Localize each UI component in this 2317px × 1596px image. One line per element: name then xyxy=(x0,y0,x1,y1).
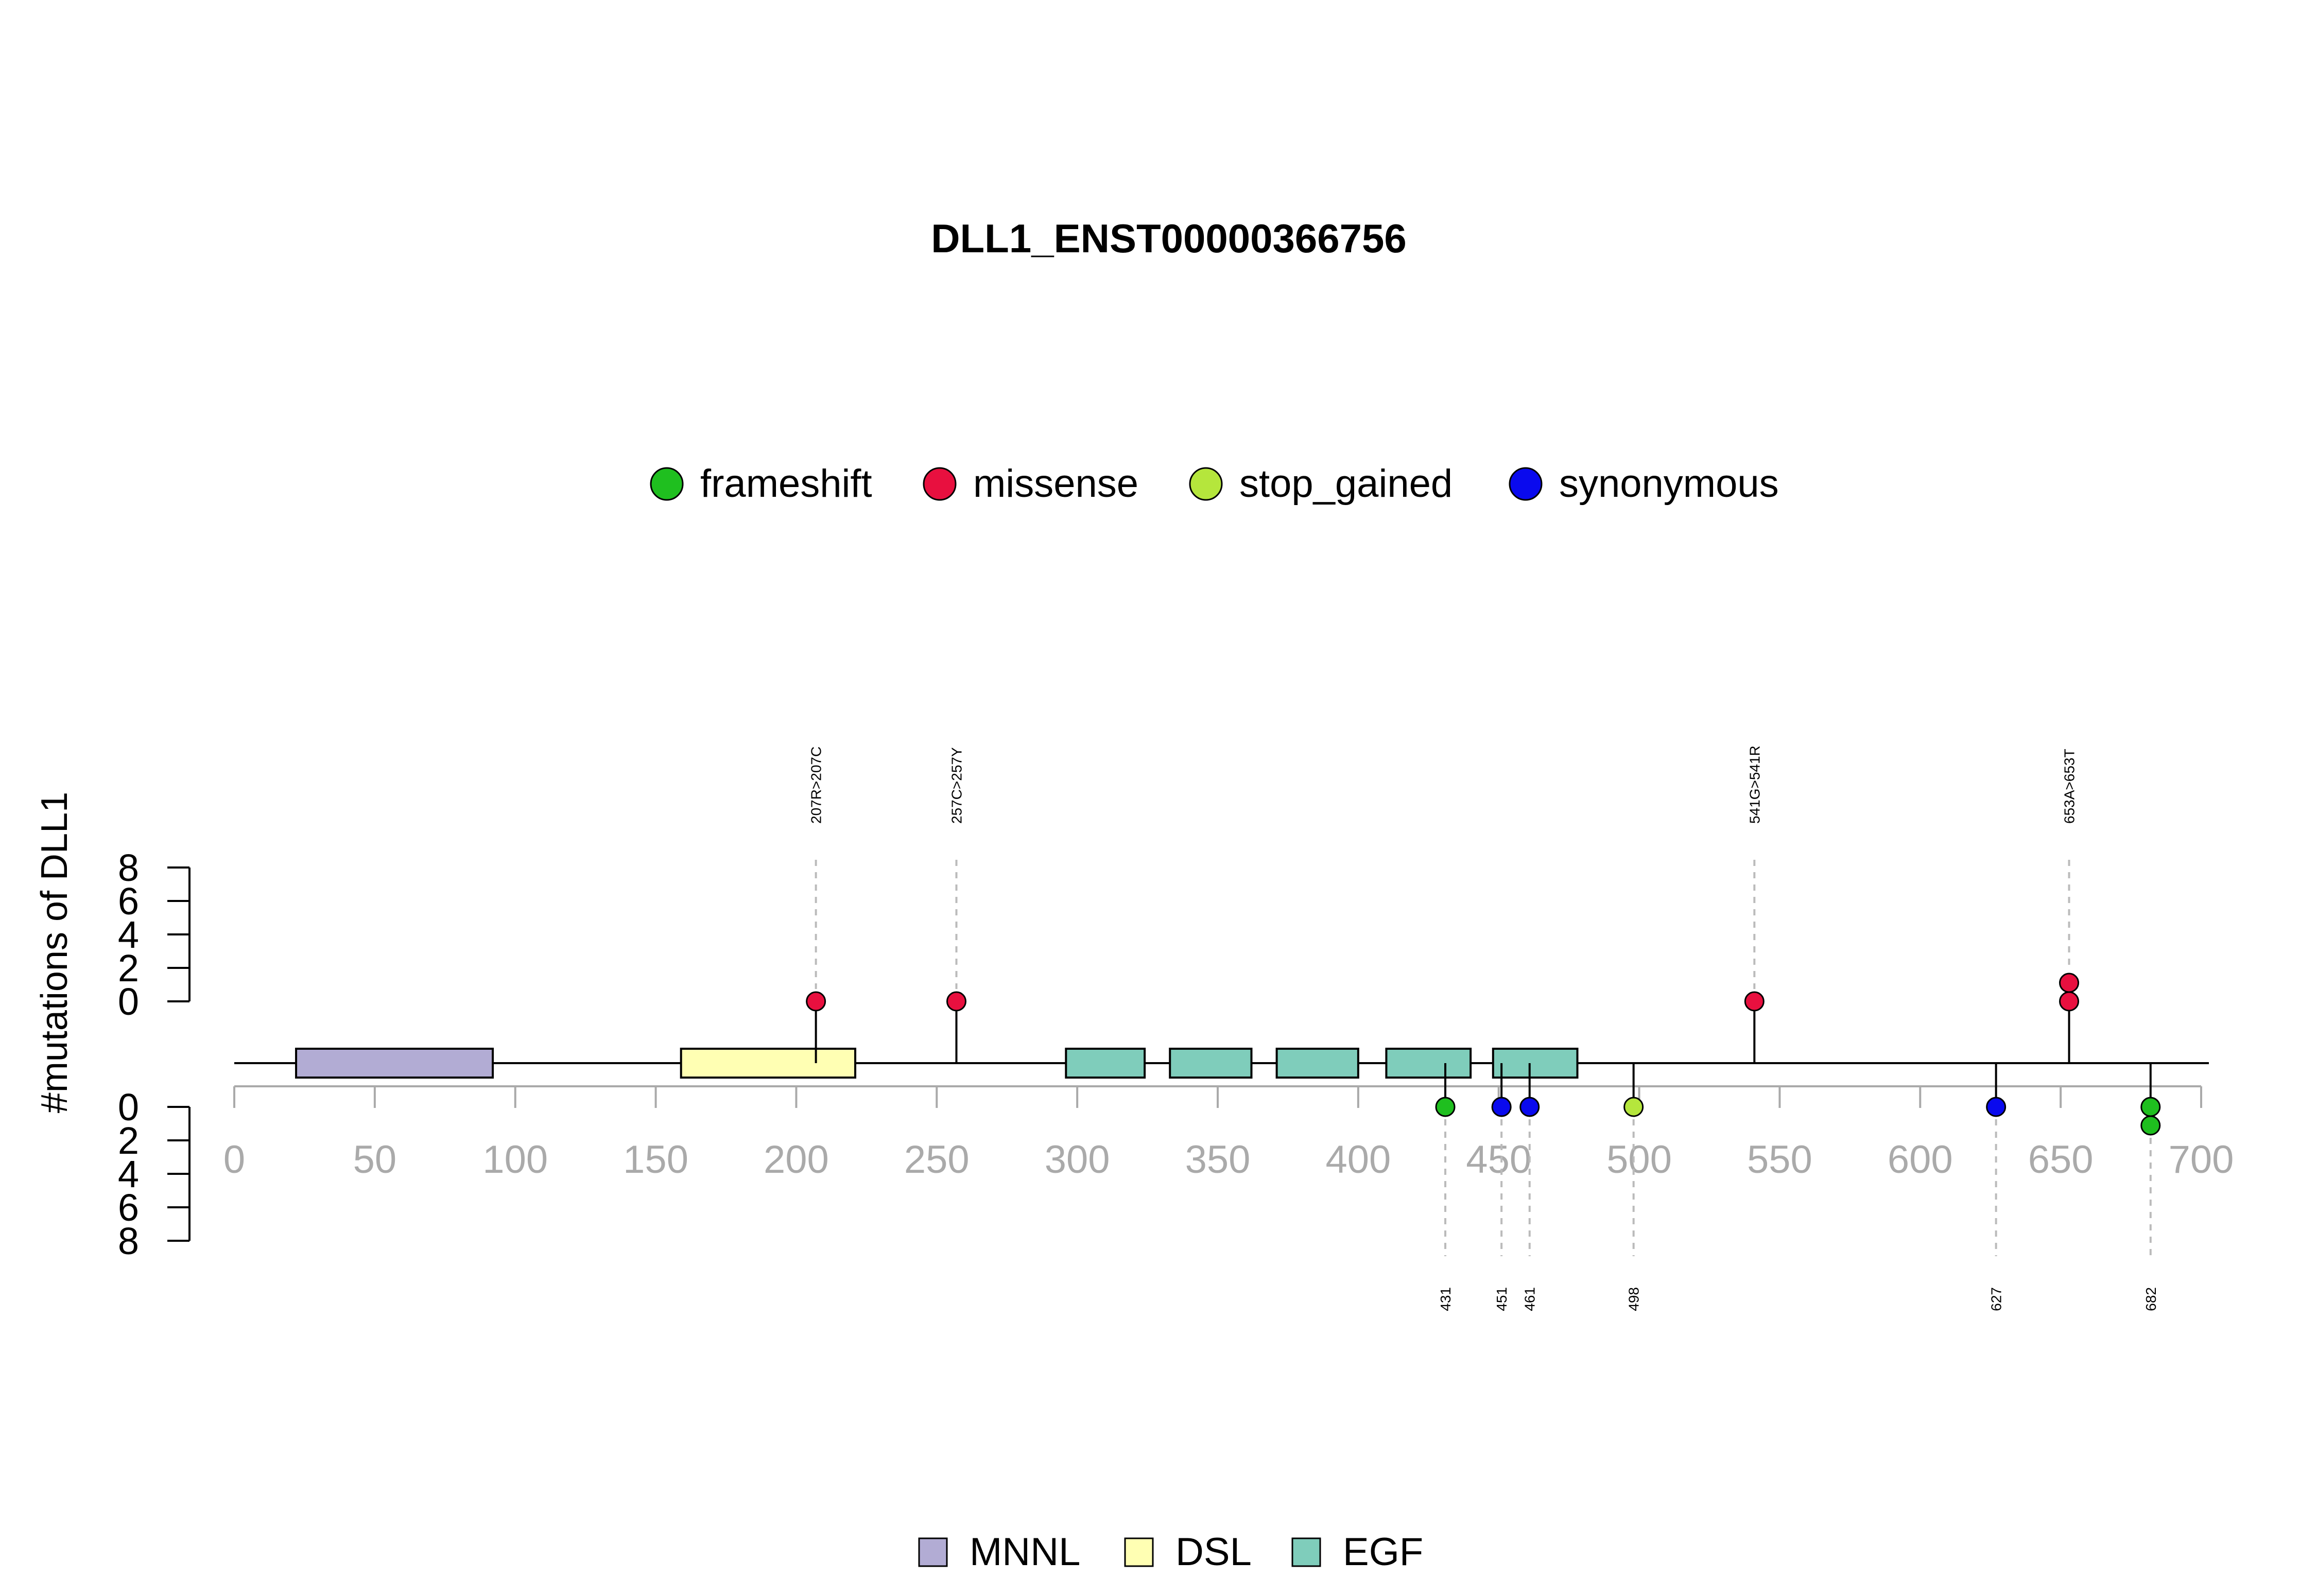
upper-mutation-dot-missense xyxy=(946,991,966,1012)
lower-mutation-dot-synonymous xyxy=(1986,1097,2007,1117)
domain-legend-label-egf: EGF xyxy=(1343,1530,1423,1574)
lower-y-tick-label: 8 xyxy=(118,1220,139,1262)
x-tick-label: 50 xyxy=(353,1138,397,1182)
legend-label-frameshift: frameshift xyxy=(700,462,872,506)
domain-legend-swatch-dsl xyxy=(1124,1537,1154,1567)
lower-mutation-label: 431 xyxy=(1438,1287,1454,1311)
lower-y-tick-label: 6 xyxy=(118,1186,139,1229)
upper-mutation-label: 207R>207C xyxy=(808,747,824,824)
lower-y-tick-label: 0 xyxy=(118,1086,139,1129)
lower-mutation-label: 451 xyxy=(1494,1287,1510,1311)
y-axis-label: #mutations of DLL1 xyxy=(34,792,75,1113)
chart-title: DLL1_ENST00000366756 xyxy=(931,216,1407,261)
x-tick-label: 200 xyxy=(764,1138,829,1182)
x-tick-label: 450 xyxy=(1466,1138,1531,1182)
lower-mutation-dot-stop_gained xyxy=(1623,1097,1644,1117)
domain-box-egf xyxy=(1065,1048,1146,1079)
x-tick-label: 0 xyxy=(223,1138,245,1182)
x-tick-label: 550 xyxy=(1747,1138,1812,1182)
domain-legend-label-dsl: DSL xyxy=(1175,1530,1252,1574)
domain-box-mnnl xyxy=(295,1048,494,1079)
x-tick-label: 100 xyxy=(482,1138,548,1182)
legend-label-synonymous: synonymous xyxy=(1559,462,1779,506)
lower-mutation-label: 682 xyxy=(2143,1287,2159,1311)
domain-box-egf xyxy=(1169,1048,1253,1079)
domain-box-egf xyxy=(1275,1048,1359,1079)
x-tick-label: 600 xyxy=(1888,1138,1953,1182)
domain-box-egf xyxy=(1492,1048,1579,1079)
lower-mutation-dot-frameshift xyxy=(2140,1097,2161,1117)
legend-marker-missense xyxy=(923,467,957,501)
upper-mutation-label: 541G>541R xyxy=(1747,745,1762,824)
upper-y-tick-label: 6 xyxy=(118,880,139,923)
x-tick-label: 500 xyxy=(1606,1138,1672,1182)
x-tick-label: 700 xyxy=(2169,1138,2234,1182)
legend-label-stop_gained: stop_gained xyxy=(1239,462,1453,506)
upper-y-tick-label: 8 xyxy=(118,846,139,889)
lower-mutation-dot-frameshift xyxy=(2140,1115,2161,1136)
lower-mutation-dot-frameshift xyxy=(1435,1097,1456,1117)
x-tick-label: 650 xyxy=(2028,1138,2094,1182)
legend-marker-frameshift xyxy=(650,467,684,501)
mutation-legend: frameshift missense stop_gained synonymous xyxy=(650,462,1779,506)
upper-y-tick-label: 4 xyxy=(118,913,139,956)
lower-mutation-label: 498 xyxy=(1626,1287,1642,1311)
domain-box-egf xyxy=(1385,1048,1472,1079)
domain-box-dsl xyxy=(680,1048,857,1079)
domain-legend: MNNL DSL EGF xyxy=(918,1530,1423,1574)
lower-y-tick-label: 2 xyxy=(118,1119,139,1162)
legend-label-missense: missense xyxy=(973,462,1138,506)
x-tick-label: 250 xyxy=(904,1138,970,1182)
domain-legend-swatch-mnnl xyxy=(918,1537,948,1567)
upper-mutation-dot-missense xyxy=(806,991,826,1012)
lower-mutation-label: 627 xyxy=(1989,1287,2004,1311)
upper-mutation-label: 653A>653T xyxy=(2062,749,2078,824)
upper-mutation-label: 257C>257Y xyxy=(948,747,964,824)
x-tick-label: 300 xyxy=(1045,1138,1110,1182)
legend-marker-synonymous xyxy=(1509,467,1543,501)
x-axis: 0 50 100 150 200 250 300 350 400 450 500 550 600 650 7… xyxy=(223,1085,2234,1182)
domain-legend-label-mnnl: MNNL xyxy=(970,1530,1080,1574)
x-tick-label: 150 xyxy=(623,1138,688,1182)
lower-lollipops: 431 451 461 498 627 682 xyxy=(1435,1063,2161,1311)
upper-mutation-dot-missense xyxy=(1744,991,1765,1012)
legend-marker-stop_gained xyxy=(1189,467,1223,501)
upper-lollipops: 207R>207C 257C>257Y 541G>541R 653A>653T xyxy=(806,745,2080,1063)
upper-y-tick-label: 2 xyxy=(118,947,139,990)
lower-y-tick-label: 4 xyxy=(118,1153,139,1195)
domain-boxes xyxy=(295,1048,1579,1079)
lower-mutation-dot-synonymous xyxy=(1491,1097,1512,1117)
upper-y-tick-label: 0 xyxy=(118,980,139,1023)
lower-mutation-label: 461 xyxy=(1522,1287,1538,1311)
x-tick-label: 400 xyxy=(1325,1138,1391,1182)
x-tick-label: 350 xyxy=(1185,1138,1251,1182)
upper-mutation-dot-missense xyxy=(2059,973,2080,993)
domain-legend-swatch-egf xyxy=(1291,1537,1321,1567)
upper-mutation-dot-missense xyxy=(2059,991,2080,1012)
lower-mutation-dot-synonymous xyxy=(1519,1097,1540,1117)
